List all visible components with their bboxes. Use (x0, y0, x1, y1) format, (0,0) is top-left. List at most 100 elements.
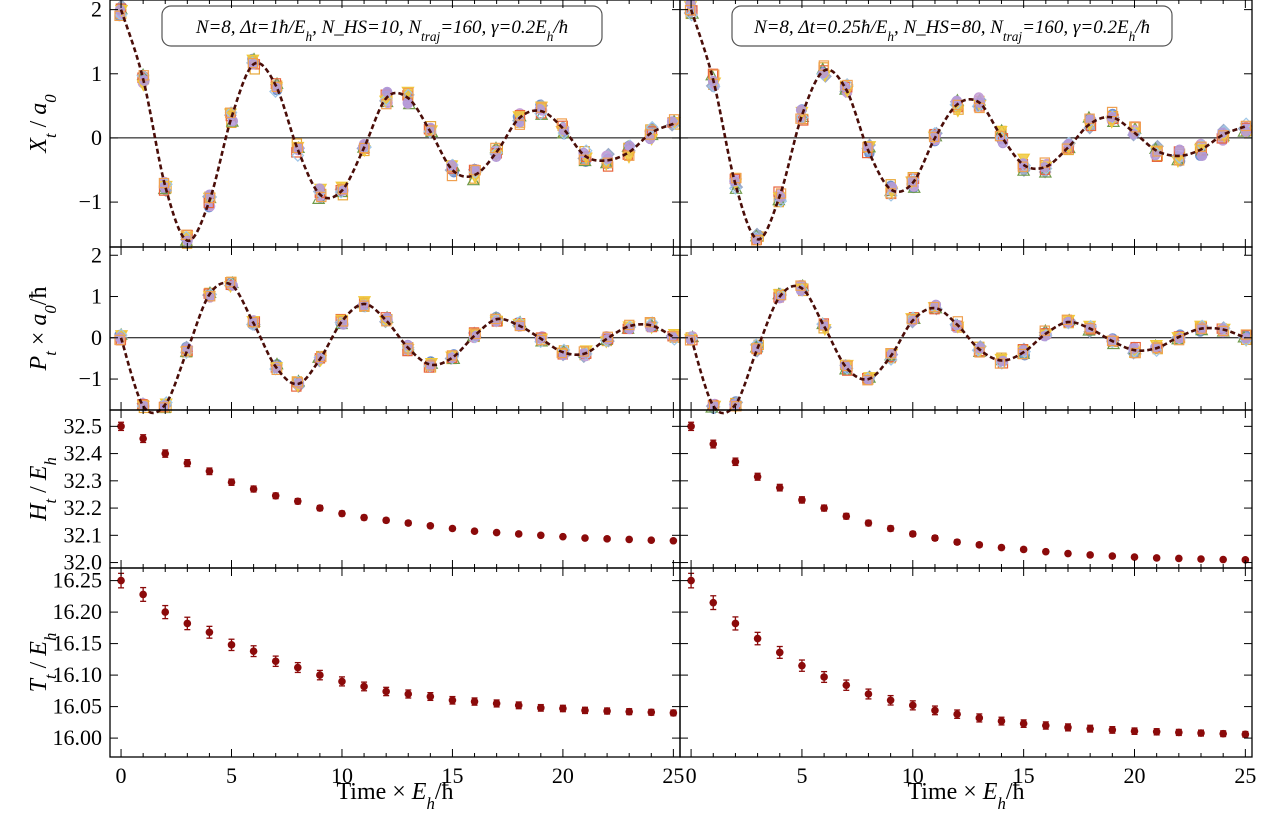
x-tick-label: 15 (1013, 763, 1035, 788)
data-point (669, 536, 678, 545)
data-point (1086, 724, 1094, 733)
replica-marker (536, 334, 547, 346)
y-tick-label: 32.2 (64, 495, 103, 520)
exact-curve (689, 284, 1246, 415)
data-point (908, 530, 917, 538)
data-point (864, 519, 873, 527)
panel-p-left: −1 0 1 2 Pt × a0/ħ (26, 242, 682, 415)
data-point (820, 504, 828, 512)
replica-marker (381, 86, 393, 98)
replica-marker (1061, 314, 1073, 325)
data-point (603, 535, 611, 543)
data-point (731, 619, 740, 628)
data-point (886, 524, 895, 533)
data-point (1241, 556, 1250, 564)
replica-marker (490, 142, 501, 154)
y-axis-title: Pt × a0/ħ (26, 287, 60, 372)
parameter-label: N=8, Δt=1ħ/Eh, N_HS=10, Ntraj=160, γ=0.2… (195, 17, 568, 44)
replica-marker (114, 10, 125, 22)
data-point (271, 657, 280, 666)
y-tick-label: 32.1 (64, 522, 103, 547)
parameter-label: N=8, Δt=0.25ħ/Eh, N_HS=80, Ntraj=160, γ=… (753, 17, 1150, 44)
replica-marker (1130, 122, 1141, 133)
replica-marker (645, 120, 659, 134)
y-tick-label: −1 (79, 366, 102, 391)
replica-marker (728, 181, 742, 195)
replica-marker (668, 331, 680, 342)
exact-curve (689, 9, 1246, 241)
replica-marker (684, 335, 696, 346)
panel-frame (109, 567, 681, 758)
data-point (1108, 726, 1117, 734)
replica-marker (1152, 146, 1163, 157)
data-point (997, 543, 1006, 552)
replica-marker (247, 57, 259, 69)
data-point (448, 524, 457, 533)
replica-marker (1084, 323, 1095, 334)
data-point (492, 699, 501, 708)
replica-marker (1106, 335, 1118, 347)
data-point (316, 504, 324, 512)
panel-t-left: 16.00 16.05 16.10 16.15 16.20 16.25 Tt / Eh 0 5 1… (26, 567, 684, 813)
data-point (603, 707, 611, 715)
replica-markers (683, 0, 1253, 247)
replica-marker (1061, 143, 1073, 154)
data-point (709, 598, 718, 607)
mean-markers (687, 572, 1250, 739)
data-point (975, 714, 984, 722)
data-point (625, 707, 633, 716)
data-point (293, 663, 302, 672)
data-point (537, 704, 545, 712)
data-point (953, 710, 961, 718)
data-point (908, 701, 917, 710)
mean-markers (117, 572, 678, 717)
data-point (227, 641, 236, 649)
data-point (775, 648, 784, 657)
replica-marker (885, 348, 896, 359)
panel-frame (679, 409, 1253, 569)
replica-marker (247, 316, 259, 328)
data-point (647, 708, 656, 717)
x-tick-label: 15 (441, 763, 463, 788)
x-axis-title: Time × Eh/ħ (336, 779, 453, 810)
x-tick-label: 5 (226, 763, 237, 788)
data-point (249, 647, 258, 655)
mean-markers (117, 421, 678, 545)
replica-marker (337, 183, 349, 195)
y-tick-label: 0 (91, 325, 102, 350)
y-tick-label: 1 (91, 284, 102, 309)
replica-marker (402, 97, 413, 109)
replica-marker (1130, 347, 1141, 359)
data-point (249, 485, 258, 493)
data-point (559, 704, 567, 713)
data-point (271, 492, 280, 500)
y-axis-title: Ht / Eh (26, 457, 60, 522)
data-point (492, 528, 501, 537)
y-axis-title: Tt / Eh (26, 633, 60, 693)
data-point (1019, 545, 1028, 554)
replica-marker (906, 176, 917, 187)
data-point (820, 673, 828, 681)
data-point (1064, 549, 1072, 558)
data-point (1042, 721, 1050, 730)
y-tick-label: 16.20 (53, 599, 103, 624)
replica-marker (906, 313, 917, 325)
replica-marker (114, 334, 125, 346)
data-point (1042, 547, 1050, 556)
data-point (1175, 554, 1183, 563)
data-point (559, 532, 567, 541)
replica-marker (271, 364, 282, 376)
y-tick-label: 0 (91, 125, 102, 150)
replica-marker (1039, 157, 1050, 168)
y-tick-label: 32.4 (64, 441, 103, 466)
x-tick-label: 25 (662, 763, 684, 788)
y-tick-label: 16.00 (53, 725, 103, 750)
data-point (293, 497, 302, 506)
mean-markers (687, 421, 1250, 564)
data-point (161, 449, 170, 458)
parameter-box (731, 5, 1173, 47)
replica-marker (379, 93, 393, 106)
replica-marker (224, 107, 236, 118)
data-point (775, 483, 784, 492)
data-point (382, 687, 390, 696)
